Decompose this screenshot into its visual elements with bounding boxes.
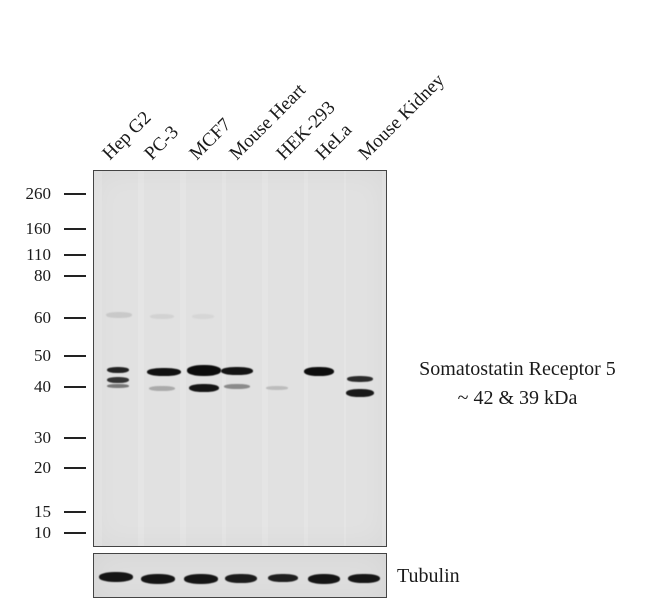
- lane-background: [186, 171, 222, 546]
- target-name: Somatostatin Receptor 5: [419, 358, 616, 380]
- faint-band: [192, 314, 214, 319]
- band-tubulin: [308, 574, 340, 584]
- marker-label: 10: [34, 523, 51, 542]
- marker-tick: [64, 193, 86, 195]
- marker-label: 50: [34, 346, 51, 365]
- marker-label: 30: [34, 428, 51, 447]
- marker-label: 15: [34, 502, 51, 521]
- marker-label: 160: [25, 219, 52, 238]
- lane-background: [226, 171, 262, 546]
- lane-background: [308, 171, 344, 546]
- marker-label: 110: [26, 245, 51, 264]
- band-tubulin: [184, 574, 218, 584]
- band-mousekidney-lower: [346, 389, 374, 397]
- band-hela-upper: [304, 367, 334, 376]
- band-mouseheart-lower: [224, 384, 250, 389]
- band-hepg2-faint: [107, 384, 129, 388]
- band-mouseheart-upper: [221, 367, 253, 375]
- target-size: ~ 42 & 39 kDa: [457, 387, 578, 409]
- faint-band: [106, 312, 132, 318]
- marker-label: 60: [34, 308, 51, 327]
- band-hek293-faint: [266, 386, 288, 390]
- band-mcf7-upper: [187, 365, 221, 376]
- band-pc3-upper: [147, 368, 181, 376]
- main-blot: [93, 170, 387, 547]
- band-tubulin: [268, 574, 298, 582]
- marker-label: 40: [34, 377, 51, 396]
- marker-tick: [64, 228, 86, 230]
- lane-background: [268, 171, 304, 546]
- band-mcf7-lower: [189, 384, 219, 392]
- lane-background: [346, 171, 382, 546]
- band-pc3-lower: [149, 386, 175, 391]
- marker-tick: [64, 254, 86, 256]
- marker-tick: [64, 275, 86, 277]
- loading-control-label: Tubulin: [397, 565, 460, 587]
- band-hepg2-upper: [107, 367, 129, 373]
- lane-label: Mouse Kidney: [354, 69, 449, 165]
- band-hepg2-lower: [107, 377, 129, 383]
- loading-control-blot: [93, 553, 387, 598]
- band-mousekidney-upper: [347, 376, 373, 382]
- band-tubulin: [348, 574, 380, 583]
- marker-tick: [64, 317, 86, 319]
- marker-label: 80: [34, 266, 51, 285]
- marker-label: 260: [25, 184, 52, 203]
- band-tubulin: [141, 574, 175, 584]
- lane-background: [102, 171, 138, 546]
- marker-tick: [64, 532, 86, 534]
- marker-tick: [64, 437, 86, 439]
- band-tubulin: [99, 572, 133, 582]
- marker-tick: [64, 386, 86, 388]
- marker-tick: [64, 467, 86, 469]
- lane-label: MCF7: [185, 114, 236, 165]
- faint-band: [150, 314, 174, 319]
- marker-label: 20: [34, 458, 51, 477]
- marker-tick: [64, 511, 86, 513]
- band-tubulin: [225, 574, 257, 583]
- lane-background: [144, 171, 180, 546]
- marker-tick: [64, 355, 86, 357]
